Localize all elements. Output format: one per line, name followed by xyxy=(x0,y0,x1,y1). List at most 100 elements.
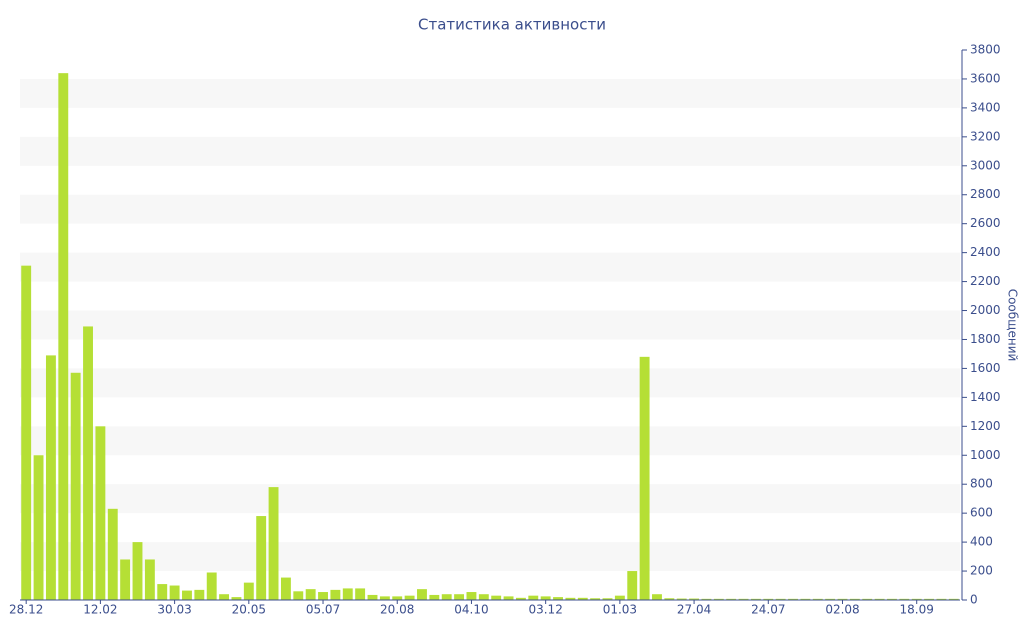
bar xyxy=(95,426,106,600)
bar xyxy=(713,598,724,600)
bar xyxy=(515,597,526,600)
x-tick-label: 24.07 xyxy=(751,603,785,617)
x-tick-label: 01.03 xyxy=(603,603,637,617)
y-tick-label: 3800 xyxy=(970,43,1001,57)
bar xyxy=(812,598,823,600)
bar xyxy=(849,598,860,600)
bar xyxy=(70,372,81,600)
bar xyxy=(120,559,131,600)
bar xyxy=(355,588,366,600)
bar xyxy=(243,582,254,600)
bar xyxy=(182,590,192,600)
x-tick-label: 20.08 xyxy=(380,603,414,617)
x-tick-label: 12.02 xyxy=(83,603,117,617)
bar xyxy=(614,595,625,600)
y-tick-label: 3400 xyxy=(970,100,1001,114)
bar xyxy=(825,598,836,600)
bar xyxy=(392,596,403,600)
bar xyxy=(268,487,279,600)
bar xyxy=(590,598,601,600)
y-tick-label: 2400 xyxy=(970,245,1001,259)
grid-band xyxy=(20,78,960,108)
bar xyxy=(911,598,922,600)
bar xyxy=(45,355,56,600)
bar xyxy=(862,598,873,600)
x-tick-label: 27.04 xyxy=(677,603,711,617)
grid-band xyxy=(20,310,960,340)
bar xyxy=(503,596,514,600)
y-tick-label: 2000 xyxy=(970,303,1001,317)
bar xyxy=(157,584,168,600)
bar xyxy=(417,589,427,600)
bar xyxy=(639,356,650,600)
grid-band xyxy=(20,252,960,282)
x-tick-label: 03.12 xyxy=(528,603,562,617)
x-tick-label: 30.03 xyxy=(157,603,191,617)
bar xyxy=(899,598,910,600)
bar xyxy=(404,595,415,600)
bar xyxy=(429,594,440,600)
bar xyxy=(367,594,378,600)
bar xyxy=(280,577,291,600)
bar xyxy=(491,595,502,600)
x-tick-label: 28.12 xyxy=(9,603,43,617)
bar xyxy=(874,598,885,600)
bar xyxy=(330,589,341,600)
bar xyxy=(206,572,217,600)
bar xyxy=(936,598,947,600)
y-tick-label: 0 xyxy=(970,593,978,607)
y-tick-label: 800 xyxy=(970,477,993,491)
bar xyxy=(553,597,563,600)
bar xyxy=(701,598,712,600)
bar xyxy=(676,598,687,600)
bar xyxy=(924,598,935,600)
bar xyxy=(342,588,353,600)
y-tick-label: 2600 xyxy=(970,216,1001,230)
bar xyxy=(948,598,959,600)
bar xyxy=(454,594,465,600)
bar xyxy=(652,594,662,600)
bar xyxy=(788,598,798,600)
bar xyxy=(132,542,143,600)
bar xyxy=(466,592,477,600)
bar xyxy=(478,594,489,600)
bar xyxy=(144,559,155,600)
bar xyxy=(107,508,118,600)
bar xyxy=(219,594,230,600)
y-tick-label: 1200 xyxy=(970,419,1001,433)
bar xyxy=(540,596,551,600)
bar xyxy=(293,591,304,600)
y-tick-label: 2200 xyxy=(970,274,1001,288)
bar xyxy=(763,598,774,600)
bar xyxy=(775,598,786,600)
y-tick-label: 1800 xyxy=(970,332,1001,346)
bar xyxy=(305,589,316,600)
y-tick-label: 2800 xyxy=(970,187,1001,201)
y-tick-label: 3600 xyxy=(970,71,1001,85)
bar xyxy=(318,592,328,600)
x-tick-label: 20.05 xyxy=(232,603,266,617)
bar xyxy=(689,598,700,600)
bar xyxy=(256,516,267,600)
y-axis-label: Сообщений xyxy=(1006,289,1020,362)
y-tick-label: 1000 xyxy=(970,448,1001,462)
bar xyxy=(726,598,737,600)
bar xyxy=(887,598,897,600)
bar xyxy=(58,73,69,600)
bar xyxy=(21,265,32,600)
grid-band xyxy=(20,426,960,456)
grid-band xyxy=(20,484,960,514)
bar xyxy=(83,326,93,600)
grid-band xyxy=(20,368,960,398)
x-tick-label: 05.07 xyxy=(306,603,340,617)
bar xyxy=(33,455,44,600)
grid-band xyxy=(20,542,960,572)
y-tick-label: 200 xyxy=(970,564,993,578)
bar xyxy=(565,597,576,600)
bar xyxy=(738,598,749,600)
y-tick-label: 600 xyxy=(970,506,993,520)
y-tick-label: 400 xyxy=(970,535,993,549)
bar xyxy=(577,597,588,600)
bar xyxy=(750,598,761,600)
